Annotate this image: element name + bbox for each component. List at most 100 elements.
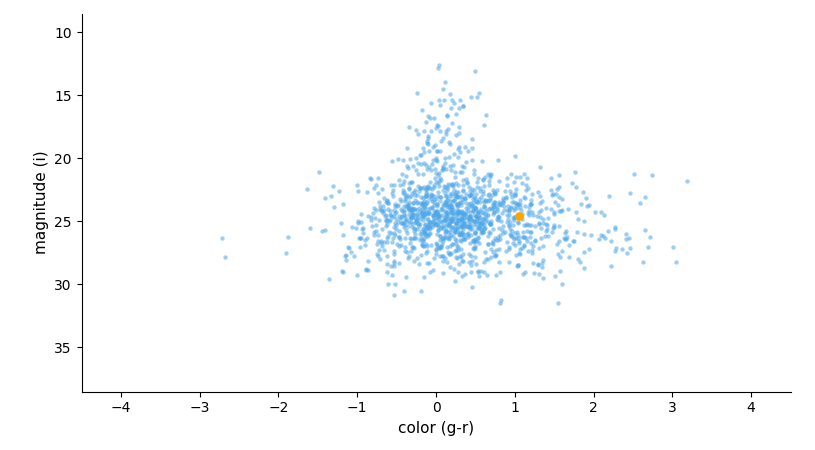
Point (473, 272, 486, 279)
Point (429, 175, 442, 182)
Point (464, 188, 477, 195)
Point (336, 268, 349, 275)
Point (390, 202, 403, 210)
Point (414, 160, 427, 167)
Point (460, 180, 474, 187)
Point (471, 94, 484, 101)
Point (362, 212, 375, 219)
Point (388, 262, 401, 270)
Point (437, 234, 450, 241)
Point (408, 189, 421, 196)
Point (431, 122, 444, 130)
Point (465, 93, 478, 100)
Point (301, 185, 314, 193)
Point (417, 205, 430, 212)
Point (464, 222, 477, 229)
Point (381, 220, 394, 228)
Point (399, 216, 412, 224)
Point (455, 215, 468, 222)
Point (405, 214, 418, 221)
Point (434, 225, 447, 232)
Point (450, 246, 463, 253)
Point (431, 157, 444, 164)
Point (443, 215, 456, 222)
Point (458, 223, 471, 230)
Point (479, 196, 492, 203)
Point (519, 181, 532, 189)
Point (453, 104, 466, 111)
Point (388, 259, 401, 266)
Point (446, 183, 459, 190)
Point (438, 199, 452, 206)
Point (546, 229, 559, 236)
Point (478, 224, 491, 231)
Point (419, 162, 432, 169)
Point (404, 193, 417, 200)
Point (461, 178, 474, 185)
Point (469, 244, 482, 252)
Point (407, 244, 420, 252)
Point (452, 201, 465, 208)
Point (423, 229, 436, 236)
Point (524, 228, 537, 235)
Point (391, 201, 404, 208)
Point (421, 224, 434, 231)
Point (443, 232, 456, 239)
Point (474, 221, 487, 228)
Point (398, 243, 411, 250)
Point (472, 225, 485, 232)
Point (385, 230, 398, 237)
Point (416, 144, 430, 152)
Point (455, 215, 468, 222)
Point (522, 210, 535, 217)
Point (346, 224, 359, 231)
Point (449, 188, 462, 195)
Point (427, 211, 440, 218)
Point (597, 212, 610, 219)
Point (492, 213, 505, 220)
Point (387, 292, 400, 299)
Point (381, 234, 394, 241)
Point (458, 215, 471, 222)
Point (380, 238, 393, 245)
Point (512, 213, 525, 220)
Point (470, 214, 483, 221)
Point (436, 252, 449, 259)
Point (559, 228, 572, 235)
Point (518, 221, 531, 229)
Point (438, 228, 452, 235)
Point (421, 215, 434, 222)
Point (479, 255, 492, 262)
Point (471, 199, 484, 206)
Point (411, 89, 424, 96)
Point (438, 255, 452, 262)
Point (444, 205, 457, 212)
Point (419, 208, 432, 215)
Point (467, 167, 480, 174)
Point (488, 234, 501, 241)
Point (433, 193, 446, 200)
Point (464, 239, 477, 247)
Point (441, 249, 454, 256)
Point (670, 258, 683, 265)
Point (421, 165, 434, 172)
Point (416, 225, 430, 233)
Point (506, 239, 519, 247)
Point (457, 214, 470, 221)
Point (388, 224, 401, 231)
Point (455, 214, 468, 221)
Point (413, 208, 426, 216)
Point (404, 205, 417, 212)
Point (513, 239, 526, 247)
Point (403, 155, 416, 162)
Point (509, 251, 522, 258)
Point (380, 217, 393, 225)
Point (524, 222, 537, 229)
Point (383, 229, 396, 236)
Point (421, 135, 434, 142)
Point (385, 238, 399, 245)
Point (424, 167, 437, 174)
Point (423, 209, 436, 216)
Point (449, 228, 462, 235)
Point (449, 247, 462, 254)
